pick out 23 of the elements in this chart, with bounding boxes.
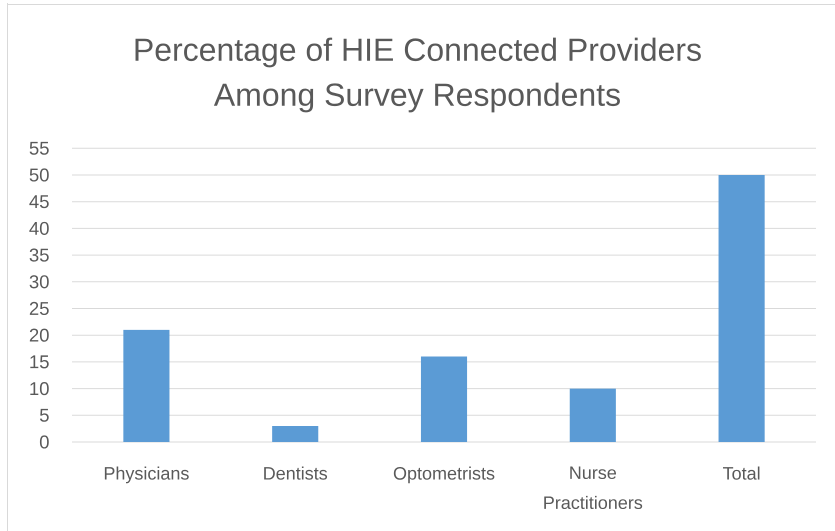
y-tick-label: 55 <box>30 142 49 155</box>
y-tick-label: 35 <box>30 248 49 262</box>
y-tick-label: 10 <box>30 382 49 396</box>
y-tick-label: 40 <box>29 222 49 235</box>
x-tick-label: Total <box>723 466 760 480</box>
chart-title: Percentage of HIE Connected Providers Among Survey Respondents <box>136 38 701 112</box>
y-tick-label: 20 <box>30 328 49 342</box>
x-tick-label: Dentists <box>264 466 328 480</box>
y-tick-label: 50 <box>30 168 49 182</box>
y-tick-label: 15 <box>30 355 49 368</box>
bar <box>123 330 170 442</box>
x-tick-label: Physicians <box>104 466 189 484</box>
bar <box>420 356 468 442</box>
y-tick-label: 30 <box>30 275 49 288</box>
y-tick-label: 0 <box>40 435 49 449</box>
y-tick-label: 25 <box>30 302 49 316</box>
bar <box>570 388 616 442</box>
x-tick-label: Optometrists <box>394 466 494 484</box>
y-tick-label: 5 <box>40 408 49 422</box>
x-tick-label: Nurse Practitioners <box>544 466 642 510</box>
bar <box>718 174 765 442</box>
y-tick-label: 45 <box>29 195 49 208</box>
bar <box>272 426 318 442</box>
